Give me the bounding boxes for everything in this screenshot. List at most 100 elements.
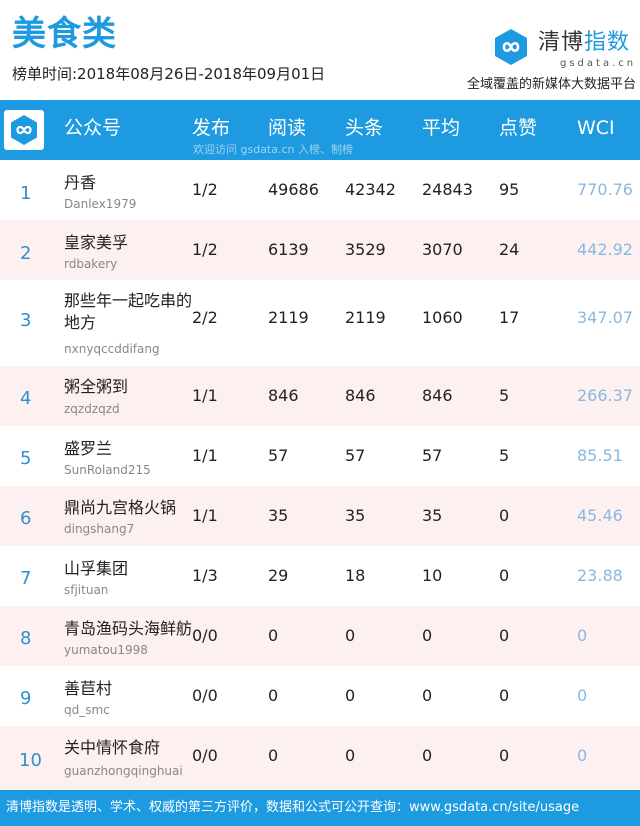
rank-number: 3 [20, 310, 32, 331]
rank-number: 4 [20, 388, 32, 409]
cell-wci: 770.76 [577, 180, 633, 199]
page-title: 美食类 [12, 14, 117, 54]
account-id: nxnyqccddifang [64, 342, 160, 356]
cell-read: 846 [268, 386, 299, 405]
cell-read: 0 [268, 626, 279, 645]
cell-wci: 442.92 [577, 240, 633, 259]
cell-publish: 2/2 [192, 308, 218, 327]
account-id: SunRoland215 [64, 463, 151, 477]
cell-publish: 1/3 [192, 566, 218, 585]
cell-read: 49686 [268, 180, 319, 199]
account-name: 关中情怀食府 [64, 738, 161, 757]
account-id: sfjituan [64, 583, 109, 597]
cell-headline: 2119 [345, 308, 386, 327]
cell-headline: 0 [345, 686, 356, 705]
cell-wci: 266.37 [577, 386, 633, 405]
page-footer: 清博指数是透明、学术、权威的第三方评价，数据和公式可公开查询：www.gsdat… [0, 790, 640, 826]
ranking-period: 榜单时间:2018年08月26日-2018年09月01日 [12, 65, 326, 83]
infinity-logo-icon [495, 29, 527, 65]
account-id: rdbakery [64, 257, 118, 271]
cell-likes: 0 [499, 566, 510, 585]
cell-publish: 1/1 [192, 386, 218, 405]
account-name: 善苣村 [64, 679, 113, 698]
brand-tagline: 全域覆盖的新媒体大数据平台 [466, 77, 636, 92]
table-row: 3 那些年一起吃串的地方 nxnyqccddifang 2/2 2119 2119 1060… [0, 280, 640, 366]
account-name: 那些年一起吃串的地方 [64, 291, 193, 332]
column-header-average: 平均 [422, 117, 461, 139]
cell-average: 0 [422, 746, 433, 765]
cell-headline: 18 [345, 566, 366, 585]
cell-read: 0 [268, 746, 279, 765]
header-logo [4, 110, 44, 150]
cell-likes: 0 [499, 746, 510, 765]
account-id: qd_smc [64, 703, 110, 717]
cell-wci: 23.88 [577, 566, 623, 585]
table-row: 10 关中情怀食府 guanzhongqinghuai 0/0 0 0 0 0 0 [0, 726, 640, 790]
cell-read: 2119 [268, 308, 309, 327]
table-row: 4 粥全粥到 zqzdzqzd 1/1 846 846 846 5 266.37 [0, 366, 640, 426]
rank-number: 9 [20, 688, 32, 709]
cell-likes: 0 [499, 686, 510, 705]
cell-wci: 0 [577, 746, 588, 765]
cell-headline: 846 [345, 386, 376, 405]
account-id: Danlex1979 [64, 197, 137, 211]
cell-headline: 3529 [345, 240, 386, 259]
rank-number: 1 [20, 183, 32, 204]
account-id: guanzhongqinghuai [64, 764, 183, 778]
table-header: 公众号 发布 阅读 头条 平均 点赞 WCI 欢迎访问 gsdata.cn 入榜… [0, 100, 640, 160]
cell-wci: 0 [577, 626, 588, 645]
rank-number: 2 [20, 243, 32, 264]
account-name: 皇家美孚 [64, 233, 129, 252]
cell-publish: 1/1 [192, 446, 218, 465]
account-id: zqzdzqzd [64, 402, 120, 416]
cell-average: 0 [422, 686, 433, 705]
table-row: 5 盛罗兰 SunRoland215 1/1 57 57 57 5 85.51 [0, 426, 640, 486]
cell-likes: 24 [499, 240, 520, 259]
cell-average: 846 [422, 386, 453, 405]
footer-text: 清博指数是透明、学术、权威的第三方评价，数据和公式可公开查询：www.gsdat… [6, 800, 580, 815]
infinity-icon [11, 115, 37, 145]
cell-likes: 0 [499, 506, 510, 525]
cell-wci: 85.51 [577, 446, 623, 465]
cell-wci: 0 [577, 686, 588, 705]
rank-number: 8 [20, 628, 32, 649]
column-header-read: 阅读 [268, 117, 307, 139]
cell-average: 3070 [422, 240, 463, 259]
cell-publish: 1/2 [192, 240, 218, 259]
table-row: 6 鼎尚九宫格火锅 dingshang7 1/1 35 35 35 0 45.46 [0, 486, 640, 546]
table-row: 7 山孚集团 sfjituan 1/3 29 18 10 0 23.88 [0, 546, 640, 606]
cell-average: 57 [422, 446, 443, 465]
watermark-text: 欢迎访问 gsdata.cn 入榜、制榜 [193, 143, 353, 156]
account-name: 鼎尚九宫格火锅 [64, 498, 177, 517]
cell-average: 1060 [422, 308, 463, 327]
cell-likes: 17 [499, 308, 520, 327]
cell-headline: 0 [345, 626, 356, 645]
cell-likes: 5 [499, 446, 510, 465]
cell-average: 35 [422, 506, 443, 525]
cell-likes: 0 [499, 626, 510, 645]
account-name: 盛罗兰 [64, 439, 113, 458]
cell-read: 57 [268, 446, 289, 465]
table-row: 8 青岛渔码头海鲜舫 yumatou1998 0/0 0 0 0 0 0 [0, 606, 640, 666]
brand-domain: gsdata.cn [560, 58, 637, 69]
rank-number: 5 [20, 448, 32, 469]
brand-name: 清博指数 [538, 30, 630, 56]
rank-number: 6 [20, 508, 32, 529]
cell-headline: 0 [345, 746, 356, 765]
account-name: 丹香 [64, 173, 97, 192]
table-row: 9 善苣村 qd_smc 0/0 0 0 0 0 0 [0, 666, 640, 726]
cell-wci: 347.07 [577, 308, 633, 327]
column-header-headline: 头条 [345, 117, 384, 139]
cell-likes: 5 [499, 386, 510, 405]
column-header-likes: 点赞 [499, 117, 538, 139]
cell-publish: 0/0 [192, 686, 218, 705]
account-id: yumatou1998 [64, 643, 148, 657]
cell-likes: 95 [499, 180, 520, 199]
cell-publish: 0/0 [192, 626, 218, 645]
cell-read: 0 [268, 686, 279, 705]
cell-average: 24843 [422, 180, 473, 199]
cell-wci: 45.46 [577, 506, 623, 525]
column-header-account: 公众号 [64, 117, 122, 139]
cell-read: 35 [268, 506, 289, 525]
table-row: 2 皇家美孚 rdbakery 1/2 6139 3529 3070 24 442.92 [0, 220, 640, 280]
